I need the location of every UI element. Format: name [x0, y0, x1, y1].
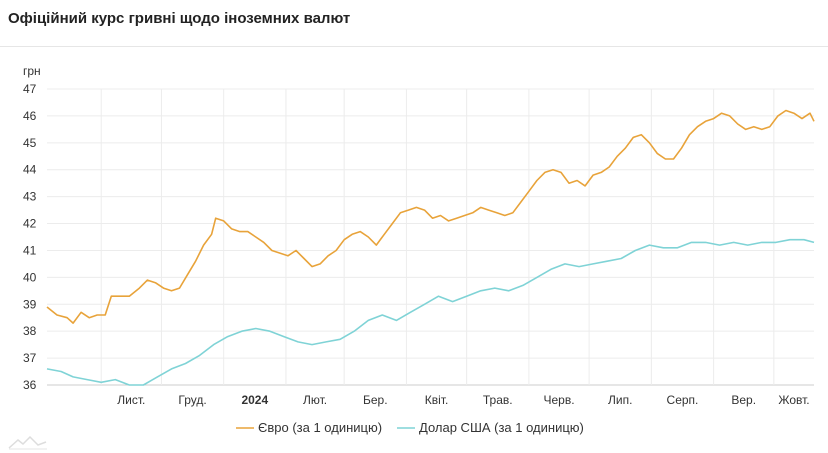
- x-tick-label: Жовт.: [778, 393, 809, 407]
- y-tick-label: 36: [23, 378, 37, 392]
- title-divider: [0, 46, 828, 47]
- y-tick-label: 46: [23, 109, 37, 123]
- series-line-usd: [46, 238, 815, 386]
- x-tick-label: Лип.: [608, 393, 632, 407]
- x-tick-label: Серп.: [667, 393, 699, 407]
- y-unit-label: грн: [23, 64, 41, 78]
- x-tick-label: Лют.: [303, 393, 327, 407]
- legend-label: Євро (за 1 одиницю): [258, 420, 382, 435]
- y-tick-label: 37: [23, 351, 37, 365]
- y-tick-label: 47: [23, 82, 37, 96]
- x-tick-label: Груд.: [178, 393, 206, 407]
- y-tick-label: 40: [23, 270, 37, 284]
- y-tick-label: 42: [23, 217, 37, 231]
- y-tick-label: 45: [23, 136, 37, 150]
- y-tick-label: 44: [23, 163, 37, 177]
- y-tick-label: 38: [23, 324, 37, 338]
- x-tick-label: Трав.: [483, 393, 513, 407]
- x-tick-label: 2024: [241, 393, 268, 407]
- page-title: Офіційний курс гривні щодо іноземних вал…: [8, 10, 351, 27]
- y-tick-label: 41: [23, 243, 37, 257]
- y-tick-label: 39: [23, 297, 37, 311]
- series-line-euro: [46, 109, 815, 324]
- logo-icon: [8, 435, 47, 450]
- x-tick-label: Лист.: [117, 393, 145, 407]
- x-tick-label: Черв.: [543, 393, 574, 407]
- x-tick-label: Вер.: [731, 393, 756, 407]
- x-tick-label: Бер.: [363, 393, 388, 407]
- legend-label: Долар США (за 1 одиницю): [419, 420, 584, 435]
- y-tick-label: 43: [23, 190, 37, 204]
- x-tick-label: Квіт.: [425, 393, 449, 407]
